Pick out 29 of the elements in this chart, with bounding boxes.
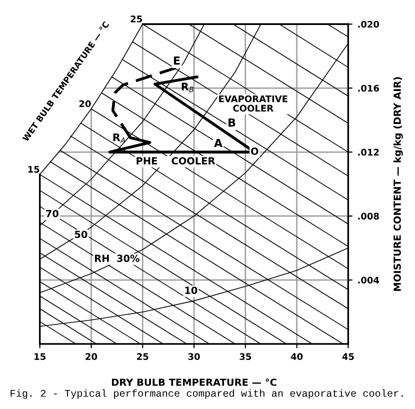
series-label: E	[174, 56, 180, 65]
annotation: 20	[79, 100, 91, 108]
annotation: 15	[28, 166, 40, 173]
caption: Fig. 2 - Typical performance compared with an evaporative cooler.	[10, 389, 403, 399]
annotation: 25	[130, 16, 142, 22]
annotation: PHE COOLER	[136, 157, 216, 164]
y-tick-label: .012	[358, 148, 379, 156]
annotation: RH 30%	[94, 254, 140, 262]
y-tick-label: .008	[358, 212, 379, 220]
annotation: R$_{B}$	[182, 82, 194, 92]
x-tick-label: 30	[188, 353, 200, 360]
y-tick-label: .004	[358, 276, 380, 284]
x-axis-title: DRY BULB TEMPERATURE — °C	[112, 378, 276, 386]
series-label: B	[228, 118, 236, 127]
annotation: 70	[46, 210, 58, 218]
annotation: 50	[74, 230, 88, 238]
legend-label: A	[214, 138, 222, 147]
x-tick-label: 15	[34, 353, 46, 360]
annotation: EVAPORATIVE COOLER	[219, 95, 288, 112]
x-tick-label: 25	[137, 353, 148, 360]
annotation: O	[251, 148, 258, 155]
y-tick-label: .016	[358, 84, 379, 92]
x-tick-label: 40	[290, 353, 303, 360]
annotation: 10	[185, 286, 198, 294]
y-axis-title: MOISTURE CONTENT — kg/kg (DRY AIR)	[393, 77, 403, 291]
x-tick-label: 20	[86, 353, 98, 360]
x-tick-label: 35	[240, 353, 252, 360]
x-tick-label: 45	[342, 353, 354, 360]
y-tick-label: .020	[358, 20, 380, 28]
